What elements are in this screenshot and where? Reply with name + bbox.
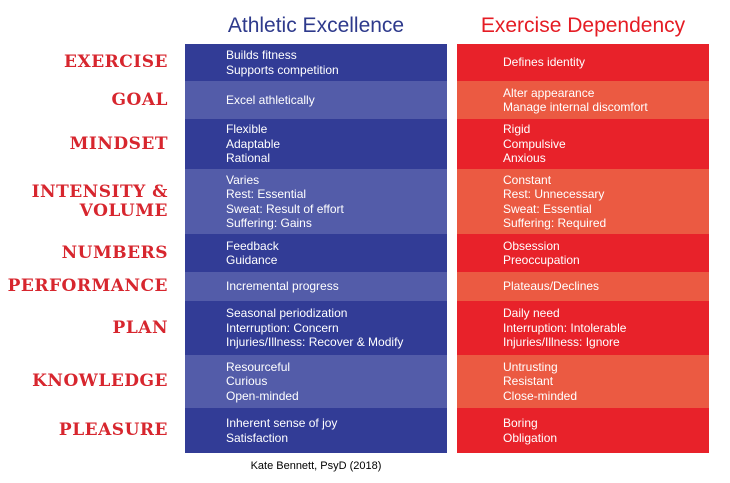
athletic-excellence-header: Athletic Excellence xyxy=(227,14,405,37)
cell-line: Curious xyxy=(226,374,268,389)
row-label: KNOWLEDGE xyxy=(0,355,168,408)
row-label-line: NUMBERS xyxy=(61,242,168,263)
athletic-excellence-cell: Inherent sense of joy Satisfaction xyxy=(185,408,447,453)
cell-line: Injuries/Illness: Ignore xyxy=(503,335,620,350)
table-row: PLAN Seasonal periodization Interruption: … xyxy=(0,301,730,355)
cell-line: Rest: Unnecessary xyxy=(503,187,605,201)
exercise-dependency-cell: Boring Obligation xyxy=(457,408,709,453)
athletic-excellence-cell: Builds fitness Supports competition xyxy=(185,44,447,81)
table-row: KNOWLEDGE Resourceful Curious Open-minded Un… xyxy=(0,355,730,408)
row-label-line: VOLUME xyxy=(79,200,168,221)
athletic-excellence-cell: Excel athletically xyxy=(185,81,447,119)
cell-line: Defines identity xyxy=(503,55,586,70)
cell-line: Plateaus/Declines xyxy=(503,279,600,294)
cell-line: Compulsive xyxy=(503,136,566,151)
table-row: PLEASURE Inherent sense of joy Satisfactio… xyxy=(0,408,730,453)
row-label: MINDSET xyxy=(0,119,168,169)
row-label: GOAL xyxy=(0,81,168,119)
cell-line: Feedback xyxy=(226,238,279,253)
exercise-dependency-cell: Obsession Preoccupation xyxy=(457,234,709,272)
cell-line: Manage internal discomfort xyxy=(503,100,648,114)
cell-line: Rigid xyxy=(503,122,531,137)
table-row: NUMBERS Feedback Guidance Obsession Preoccup… xyxy=(0,234,730,272)
row-label: PLAN xyxy=(0,301,168,355)
cell-line: Sweat: Essential xyxy=(503,201,592,216)
table-row: PERFORMANCE Incremental progress Plateaus/… xyxy=(0,272,730,301)
cell-line: Suffering: Required xyxy=(503,216,607,230)
cell-line: Satisfaction xyxy=(226,430,289,445)
athletic-excellence-cell: Feedback Guidance xyxy=(185,234,447,272)
row-label: INTENSITY & VOLUME xyxy=(0,169,168,234)
row-label-line: INTENSITY & xyxy=(31,181,168,202)
athletic-excellence-cell: Varies Rest: Essential Sweat: Result of ef… xyxy=(185,169,447,234)
athletic-excellence-cell: Resourceful Curious Open-minded xyxy=(185,355,447,408)
row-label-line: EXERCISE xyxy=(64,52,168,72)
cell-line: Inherent sense of joy xyxy=(226,416,338,430)
cell-line: Builds fitness xyxy=(226,48,297,62)
row-label: EXERCISE xyxy=(0,44,168,81)
cell-line: Adaptable xyxy=(226,136,281,151)
table-row: GOAL Excel athletically Alter appearance Ma… xyxy=(0,81,730,119)
cell-line: Boring xyxy=(503,416,538,430)
exercise-dependency-cell: Rigid Compulsive Anxious xyxy=(457,119,709,169)
cell-line: Sweat: Result of effort xyxy=(226,201,344,216)
row-label: NUMBERS xyxy=(0,234,168,272)
exercise-dependency-cell: Plateaus/Declines xyxy=(457,272,709,301)
row-label-line: PLEASURE xyxy=(58,420,168,440)
cell-line: Flexible xyxy=(226,122,268,137)
row-label-line: PLAN xyxy=(112,317,168,338)
author-credit: Kate Bennett, PsyD (2018) xyxy=(250,460,382,472)
row-label-line: MINDSET xyxy=(69,133,168,154)
exercise-dependency-cell: Alter appearance Manage internal discomfo… xyxy=(457,81,709,119)
row-label: PLEASURE xyxy=(0,408,168,453)
cell-line: Untrusting xyxy=(503,359,558,374)
row-label-line: KNOWLEDGE xyxy=(32,371,168,391)
cell-line: Open-minded xyxy=(226,388,299,403)
cell-line: Suffering: Gains xyxy=(226,216,312,230)
cell-line: Close-minded xyxy=(503,388,578,403)
cell-line: Interruption: Concern xyxy=(226,320,339,335)
cell-line: Daily need xyxy=(503,306,560,321)
row-label: PERFORMANCE xyxy=(0,272,168,301)
cell-line: Rational xyxy=(226,151,271,166)
table-row: INTENSITY & VOLUME Varies Rest: Essential Sw… xyxy=(0,169,730,234)
cell-line: Obligation xyxy=(503,430,558,445)
cell-line: Obsession xyxy=(503,238,560,253)
cell-line: Anxious xyxy=(503,151,546,166)
exercise-dependency-cell: Constant Rest: Unnecessary Sweat: Essentia… xyxy=(457,169,709,234)
cell-line: Excel athletically xyxy=(226,92,315,107)
athletic-excellence-cell: Incremental progress xyxy=(185,272,447,301)
exercise-dependency-cell: Untrusting Resistant Close-minded xyxy=(457,355,709,408)
cell-line: Injuries/Illness: Recover & Modify xyxy=(226,335,404,350)
cell-line: Seasonal periodization xyxy=(226,306,348,321)
cell-line: Constant xyxy=(503,172,552,187)
cell-line: Resistant xyxy=(503,374,554,389)
cell-line: Rest: Essential xyxy=(226,187,307,201)
exercise-dependency-header: Exercise Dependency xyxy=(480,14,686,37)
cell-line: Alter appearance xyxy=(503,85,595,100)
athletic-excellence-cell: Flexible Adaptable Rational xyxy=(185,119,447,169)
table-row: EXERCISE Builds fitness Supports competiti… xyxy=(0,44,730,81)
cell-line: Varies xyxy=(226,172,260,187)
cell-line: Interruption: Intolerable xyxy=(503,320,627,335)
row-label-line: PERFORMANCE xyxy=(7,276,168,296)
cell-line: Guidance xyxy=(226,253,278,267)
athletic-excellence-cell: Seasonal periodization Interruption: Conc… xyxy=(185,301,447,355)
cell-line: Incremental progress xyxy=(226,279,339,294)
exercise-dependency-cell: Daily need Interruption: Intolerable Injur… xyxy=(457,301,709,355)
cell-line: Preoccupation xyxy=(503,253,580,267)
row-label-line: GOAL xyxy=(111,89,168,110)
table-row: MINDSET Flexible Adaptable Rational Rigid Com… xyxy=(0,119,730,169)
cell-line: Resourceful xyxy=(226,359,291,374)
cell-line: Supports competition xyxy=(226,62,339,77)
exercise-dependency-cell: Defines identity xyxy=(457,44,709,81)
